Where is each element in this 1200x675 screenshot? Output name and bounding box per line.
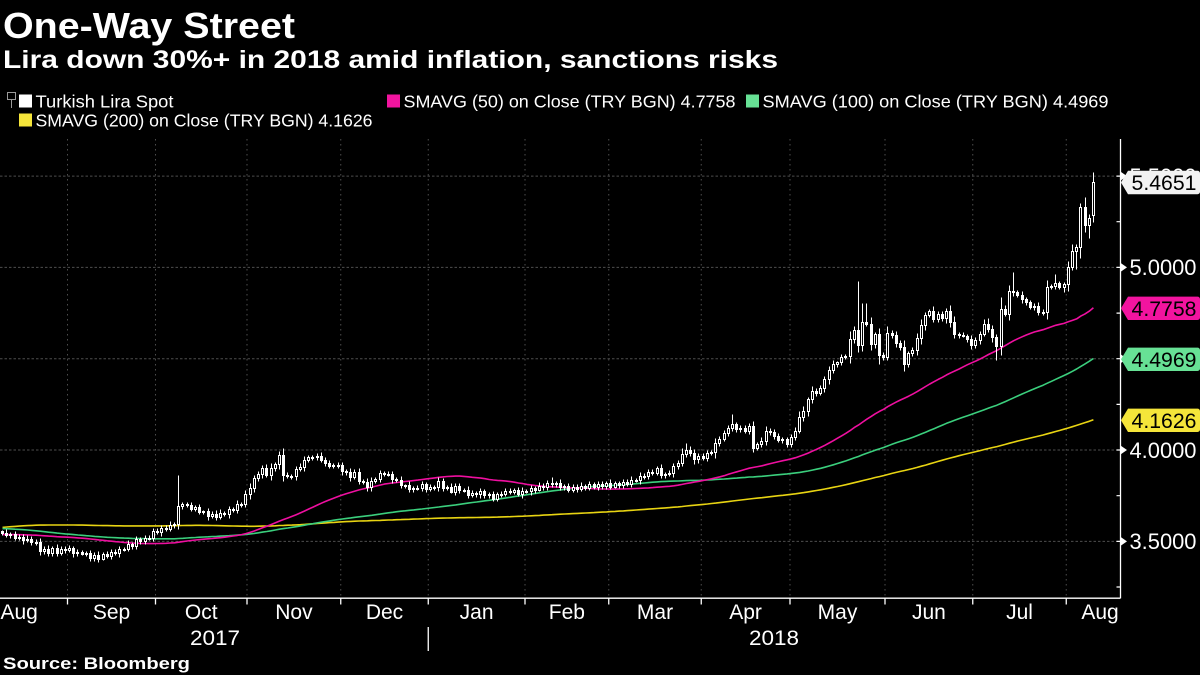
svg-text:2017: 2017 (190, 627, 240, 650)
svg-text:Oct: Oct (185, 601, 218, 624)
svg-text:Aug: Aug (1081, 601, 1118, 624)
svg-text:4.7758: 4.7758 (1132, 298, 1197, 321)
svg-text:5.0000: 5.0000 (1130, 255, 1197, 280)
svg-text:Aug: Aug (1, 601, 38, 624)
svg-text:2018: 2018 (749, 627, 799, 650)
svg-text:Turkish Lira Spot: Turkish Lira Spot (36, 92, 174, 112)
svg-text:SMAVG (200) on Close (TRY BGN): SMAVG (200) on Close (TRY BGN) 4.1626 (36, 111, 373, 131)
svg-text:One-Way Street: One-Way Street (3, 5, 295, 46)
svg-text:Mar: Mar (637, 601, 673, 624)
svg-text:Sep: Sep (93, 601, 130, 624)
svg-text:4.1626: 4.1626 (1132, 410, 1197, 433)
svg-text:Apr: Apr (729, 601, 762, 624)
svg-text:Feb: Feb (549, 601, 585, 624)
svg-text:Lira down 30%+ in 2018 amid in: Lira down 30%+ in 2018 amid inflation, s… (3, 46, 778, 74)
svg-text:SMAVG (50) on Close (TRY BGN): SMAVG (50) on Close (TRY BGN) 4.7758 (404, 92, 736, 112)
svg-text:4.0000: 4.0000 (1130, 438, 1197, 463)
svg-text:SMAVG (100) on Close (TRY BGN): SMAVG (100) on Close (TRY BGN) 4.4969 (763, 92, 1109, 112)
svg-text:Jan: Jan (460, 601, 494, 624)
svg-text:3.5000: 3.5000 (1130, 529, 1197, 554)
svg-text:Source: Bloomberg: Source: Bloomberg (3, 655, 190, 673)
svg-text:Jul: Jul (1006, 601, 1033, 624)
svg-text:Jun: Jun (912, 601, 946, 624)
svg-text:5.4651: 5.4651 (1132, 172, 1197, 195)
svg-text:May: May (818, 601, 858, 624)
svg-text:Nov: Nov (275, 601, 313, 624)
svg-text:4.4969: 4.4969 (1132, 349, 1197, 372)
svg-text:Dec: Dec (366, 601, 403, 624)
